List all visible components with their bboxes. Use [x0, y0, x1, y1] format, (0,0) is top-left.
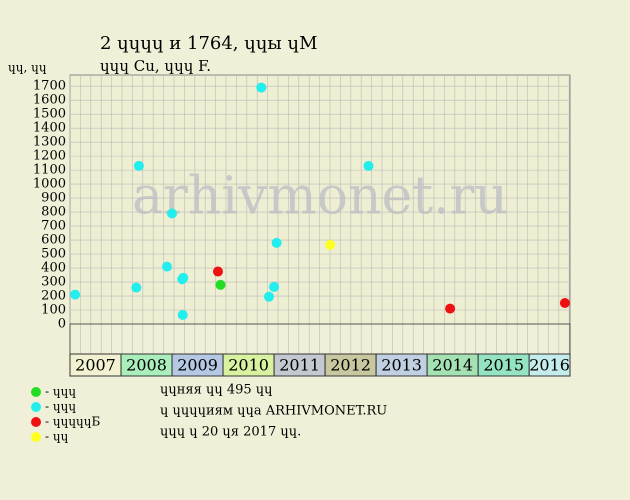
- point: [212, 266, 223, 277]
- y-axis-label: ɥɥ, ɥɥ: [8, 61, 47, 75]
- chart-subtitle: ɥɥɥ Cu, ɥɥɥ F.: [100, 57, 211, 75]
- point: [178, 272, 189, 283]
- y-tick-label: 1200: [33, 149, 66, 164]
- x-tick-label: 2013: [381, 356, 422, 375]
- point: [177, 309, 188, 320]
- y-tick-label: 900: [41, 191, 66, 206]
- point: [70, 289, 81, 300]
- watermark: arhivmonet.ru: [132, 167, 508, 227]
- point: [256, 82, 267, 93]
- y-tick-label: 1100: [33, 163, 66, 178]
- note: ɥɥɥ ɥ 20 ɥя 2017 ɥɥ.: [160, 425, 301, 440]
- x-tick-label: 2011: [279, 356, 320, 375]
- legend-label: - ɥɥɥ: [45, 385, 76, 399]
- y-tick-label: 0: [58, 317, 66, 332]
- x-tick-label: 2010: [228, 356, 269, 375]
- x-tick-label: 2015: [483, 356, 524, 375]
- y-tick-label: 200: [41, 289, 66, 304]
- y-tick-label: 700: [41, 219, 66, 234]
- point: [363, 160, 374, 171]
- x-tick-label: 2007: [75, 356, 116, 375]
- y-tick-label: 300: [41, 275, 66, 290]
- year-box: [528, 353, 571, 377]
- point: [215, 279, 226, 290]
- x-tick-label: 2014: [432, 356, 473, 375]
- note: ɥ ɥɥɥɥиям ɥɥа ARHIVMONET.RU: [160, 404, 387, 419]
- point: [271, 237, 282, 248]
- x-tick-label: 2012: [330, 356, 371, 375]
- point: [131, 282, 142, 293]
- y-tick-label: 1000: [33, 177, 66, 192]
- y-tick-label: 1500: [33, 107, 66, 122]
- y-tick-label: 500: [41, 247, 66, 262]
- point: [133, 160, 144, 171]
- x-tick-label: 2009: [177, 356, 218, 375]
- x-tick-label: 2008: [126, 356, 167, 375]
- y-tick-label: 1400: [33, 121, 66, 136]
- y-tick-label: 1300: [33, 135, 66, 150]
- y-tick-label: 1700: [33, 79, 66, 94]
- y-tick-label: 1600: [33, 93, 66, 108]
- chart-title: 2 ɥɥɥɥ и 1764, ɥɥы ɥМ: [100, 33, 318, 54]
- legend-marker: [31, 417, 41, 427]
- legend-marker: [31, 387, 41, 397]
- legend-label: - ɥɥɥɥɥБ: [45, 415, 101, 429]
- legend-marker: [31, 402, 41, 412]
- y-tick-label: 600: [41, 233, 66, 248]
- legend-label: - ɥɥɥ: [45, 400, 76, 414]
- point: [263, 291, 274, 302]
- point: [161, 261, 172, 272]
- point: [167, 208, 178, 219]
- x-tick-label: 2016: [529, 356, 570, 375]
- legend-label: - ɥɥ: [45, 430, 69, 444]
- y-tick-label: 100: [41, 303, 66, 318]
- point: [559, 298, 570, 309]
- legend-marker: [31, 432, 41, 442]
- y-tick-label: 800: [41, 205, 66, 220]
- point: [269, 281, 280, 292]
- point: [325, 239, 336, 250]
- point: [445, 303, 456, 314]
- note: ɥɥняя ɥɥ 495 ɥɥ: [160, 383, 273, 398]
- y-tick-label: 400: [41, 261, 66, 276]
- x-axis-strip: [69, 323, 571, 355]
